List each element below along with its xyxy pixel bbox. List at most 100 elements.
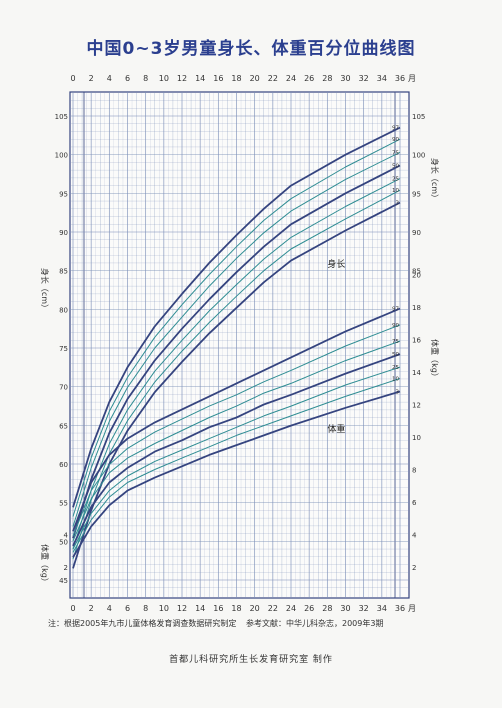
x-tick-label-bottom: 32 [359,604,369,613]
length-tick-left: 60 [59,461,68,469]
x-unit-bottom: 月 [408,604,416,613]
weight-axis-label-right: 体重（kg） [430,339,440,381]
weight-tick-left: 2 [64,564,68,572]
weight-tick-right: 8 [412,467,416,475]
weight-curve-p97 [72,307,401,532]
reference-note: 参考文献：中华儿科杂志，2009年3期 [246,619,384,628]
x-tick-label-top: 8 [143,74,148,83]
length-curve-p75 [72,151,401,527]
length-curve-p25 [72,178,401,550]
x-tick-label-bottom: 12 [177,604,187,613]
length-tick-right: 105 [412,113,425,121]
x-tick-label-top: 26 [304,74,314,83]
weight-curve-p10 [72,378,401,553]
weight-percentile-label: 3 [396,390,400,396]
x-tick-label-top: 16 [213,74,223,83]
weight-tick-right: 6 [412,499,417,507]
x-tick-label-top: 34 [377,74,387,83]
length-tick-left: 75 [59,345,68,353]
x-tick-label-top: 6 [125,74,130,83]
x-tick-label-top: 18 [231,74,241,83]
length-tick-left: 55 [59,500,68,508]
weight-tick-right: 12 [412,402,421,410]
x-tick-label-top: 24 [286,74,296,83]
x-tick-label-bottom: 16 [213,604,223,613]
x-tick-label-top: 10 [159,74,169,83]
weight-tick-right: 4 [412,532,417,540]
x-tick-label-top: 14 [195,74,205,83]
x-tick-label-bottom: 2 [89,604,94,613]
length-tick-right: 100 [412,152,425,160]
length-tick-left: 80 [59,306,68,314]
x-tick-label-bottom: 10 [159,604,169,613]
x-tick-label-bottom: 8 [143,604,148,613]
length-tick-right: 95 [412,190,421,198]
weight-percentile-label: 50 [392,352,399,358]
length-tick-right: 85 [412,268,421,276]
weight-curve-p90 [72,324,401,537]
weight-curve-label: 体重 [327,423,345,435]
weight-percentile-label: 25 [392,365,399,371]
length-tick-left: 95 [59,190,68,198]
length-curve-p10 [72,189,401,560]
length-tick-left: 65 [59,422,68,430]
weight-percentile-label: 90 [392,323,399,329]
weight-axis-label-left: 体重（kg） [40,544,50,586]
weight-percentile-label: 10 [392,377,399,383]
weight-percentile-label: 75 [392,339,399,345]
plot-frame [69,91,410,599]
x-tick-label-bottom: 28 [322,604,332,613]
length-percentile-label: 90 [392,137,399,143]
length-curve-p50 [72,164,401,539]
length-curve-p3 [72,201,401,569]
length-percentile-label: 25 [392,177,399,183]
length-percentile-label: 10 [392,188,399,194]
x-tick-label-bottom: 18 [231,604,241,613]
x-tick-label-bottom: 36 [395,604,405,613]
x-tick-label-bottom: 14 [195,604,205,613]
length-tick-left: 85 [59,268,68,276]
length-tick-left: 45 [59,577,68,585]
chart-title: 中国0~3岁男童身长、体重百分位曲线图 [86,39,416,59]
length-axis-label-right: 身长（cm） [430,158,440,202]
x-tick-label-bottom: 20 [250,604,260,613]
credit-line: 首都儿科研究所生长发育研究室 制作 [169,655,333,665]
x-tick-label-bottom: 6 [125,604,130,613]
length-curve-label: 身长 [327,258,345,270]
weight-tick-right: 10 [412,434,421,442]
weight-curve-p75 [72,340,401,542]
length-tick-left: 100 [55,152,68,160]
x-tick-label-bottom: 22 [268,604,278,613]
x-tick-label-top: 4 [107,74,112,83]
weight-tick-right: 20 [412,272,421,280]
weight-tick-left: 4 [64,532,69,540]
x-tick-label-top: 20 [250,74,260,83]
length-percentile-label: 3 [396,201,400,207]
x-tick-label-bottom: 26 [304,604,314,613]
weight-tick-right: 2 [412,564,416,572]
length-curve-p90 [72,138,401,517]
weight-tick-right: 16 [412,337,421,345]
length-percentile-label: 50 [392,163,399,169]
x-tick-label-top: 22 [268,74,278,83]
x-tick-label-top: 32 [359,74,369,83]
length-tick-left: 50 [59,538,68,546]
length-tick-left: 105 [55,113,68,121]
source-note: 注：根据2005年九市儿童体格发育调查数据研究制定 [48,619,237,628]
length-curve-p97 [72,126,401,508]
length-percentile-label: 75 [392,150,399,156]
x-tick-label-bottom: 34 [377,604,387,613]
x-tick-label-top: 0 [70,74,75,83]
length-axis-label-left: 身长（cm） [40,268,50,312]
x-tick-label-top: 2 [89,74,94,83]
weight-curve-p25 [72,366,401,550]
x-tick-label-top: 28 [322,74,332,83]
weight-tick-right: 18 [412,304,421,312]
x-unit-top: 月 [408,74,416,83]
weight-curve-p50 [72,353,401,547]
length-tick-left: 90 [59,229,68,237]
weight-percentile-label: 97 [392,307,399,313]
x-tick-label-top: 30 [340,74,350,83]
length-tick-left: 70 [59,384,68,392]
x-tick-label-bottom: 4 [107,604,112,613]
